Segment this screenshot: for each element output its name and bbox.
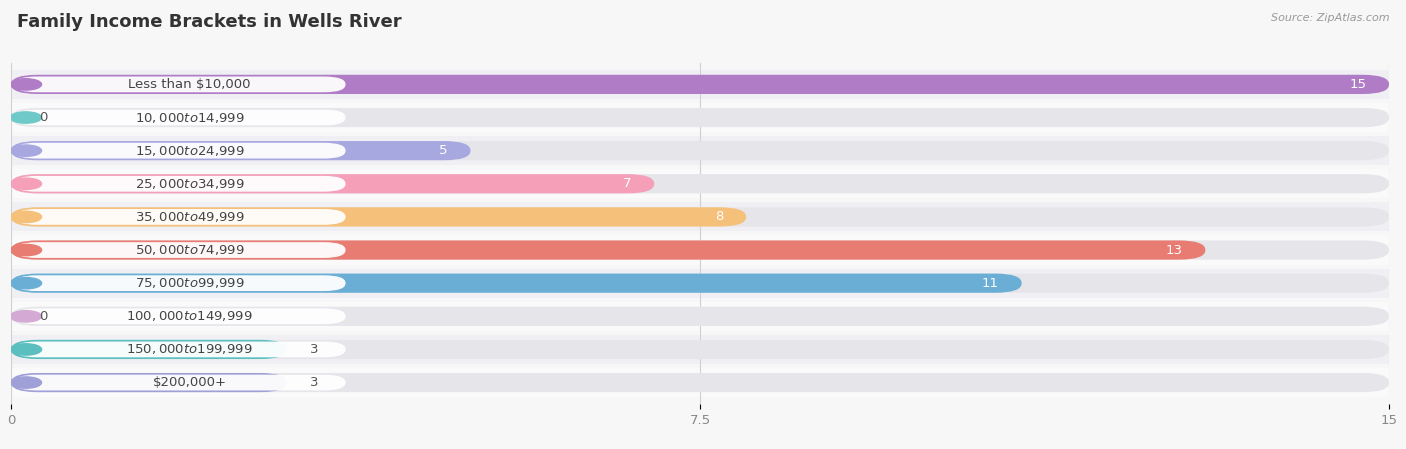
FancyBboxPatch shape xyxy=(15,76,346,92)
Circle shape xyxy=(10,377,42,388)
Text: Less than $10,000: Less than $10,000 xyxy=(128,78,250,91)
FancyBboxPatch shape xyxy=(15,242,346,258)
FancyBboxPatch shape xyxy=(15,110,346,125)
Text: $100,000 to $149,999: $100,000 to $149,999 xyxy=(127,309,253,323)
Text: $25,000 to $34,999: $25,000 to $34,999 xyxy=(135,177,245,191)
FancyBboxPatch shape xyxy=(15,308,346,324)
Text: $75,000 to $99,999: $75,000 to $99,999 xyxy=(135,276,245,290)
Text: $200,000+: $200,000+ xyxy=(152,376,226,389)
Bar xyxy=(11,103,1389,132)
Circle shape xyxy=(10,277,42,289)
Bar xyxy=(11,136,1389,165)
FancyBboxPatch shape xyxy=(11,307,1389,326)
FancyBboxPatch shape xyxy=(11,108,1389,127)
FancyBboxPatch shape xyxy=(11,240,1205,260)
Bar xyxy=(11,169,1389,198)
Circle shape xyxy=(10,244,42,256)
Circle shape xyxy=(10,79,42,90)
Text: $35,000 to $49,999: $35,000 to $49,999 xyxy=(135,210,245,224)
FancyBboxPatch shape xyxy=(11,174,1389,194)
FancyBboxPatch shape xyxy=(11,207,747,227)
FancyBboxPatch shape xyxy=(15,342,346,357)
Bar xyxy=(11,202,1389,232)
Circle shape xyxy=(10,145,42,156)
Text: $50,000 to $74,999: $50,000 to $74,999 xyxy=(135,243,245,257)
Text: $15,000 to $24,999: $15,000 to $24,999 xyxy=(135,144,245,158)
Text: 7: 7 xyxy=(623,177,631,190)
Text: Source: ZipAtlas.com: Source: ZipAtlas.com xyxy=(1271,13,1389,23)
Text: Family Income Brackets in Wells River: Family Income Brackets in Wells River xyxy=(17,13,402,31)
Circle shape xyxy=(10,112,42,123)
Bar xyxy=(11,368,1389,397)
Text: 15: 15 xyxy=(1350,78,1367,91)
FancyBboxPatch shape xyxy=(11,273,1389,293)
Circle shape xyxy=(10,211,42,223)
Text: 13: 13 xyxy=(1166,243,1182,256)
FancyBboxPatch shape xyxy=(15,374,346,391)
FancyBboxPatch shape xyxy=(11,240,1389,260)
FancyBboxPatch shape xyxy=(11,273,1022,293)
Text: 0: 0 xyxy=(39,111,48,124)
Text: $150,000 to $199,999: $150,000 to $199,999 xyxy=(127,343,253,357)
Bar xyxy=(11,235,1389,264)
FancyBboxPatch shape xyxy=(15,143,346,158)
FancyBboxPatch shape xyxy=(11,207,1389,227)
Text: 0: 0 xyxy=(39,310,48,323)
FancyBboxPatch shape xyxy=(15,209,346,225)
FancyBboxPatch shape xyxy=(11,75,1389,94)
FancyBboxPatch shape xyxy=(11,373,1389,392)
Text: 8: 8 xyxy=(714,211,723,224)
FancyBboxPatch shape xyxy=(11,373,287,392)
Text: 3: 3 xyxy=(309,343,318,356)
Bar xyxy=(11,70,1389,99)
FancyBboxPatch shape xyxy=(15,275,346,291)
FancyBboxPatch shape xyxy=(15,176,346,192)
Text: 11: 11 xyxy=(981,277,998,290)
FancyBboxPatch shape xyxy=(11,141,1389,160)
Bar xyxy=(11,302,1389,331)
Circle shape xyxy=(10,178,42,189)
Text: 5: 5 xyxy=(439,144,447,157)
Bar xyxy=(11,335,1389,364)
Bar xyxy=(11,269,1389,298)
Circle shape xyxy=(10,311,42,322)
FancyBboxPatch shape xyxy=(11,75,1389,94)
Circle shape xyxy=(10,344,42,355)
Text: 3: 3 xyxy=(309,376,318,389)
FancyBboxPatch shape xyxy=(11,141,471,160)
FancyBboxPatch shape xyxy=(11,340,1389,359)
Text: $10,000 to $14,999: $10,000 to $14,999 xyxy=(135,110,245,124)
FancyBboxPatch shape xyxy=(11,340,287,359)
FancyBboxPatch shape xyxy=(11,174,654,194)
